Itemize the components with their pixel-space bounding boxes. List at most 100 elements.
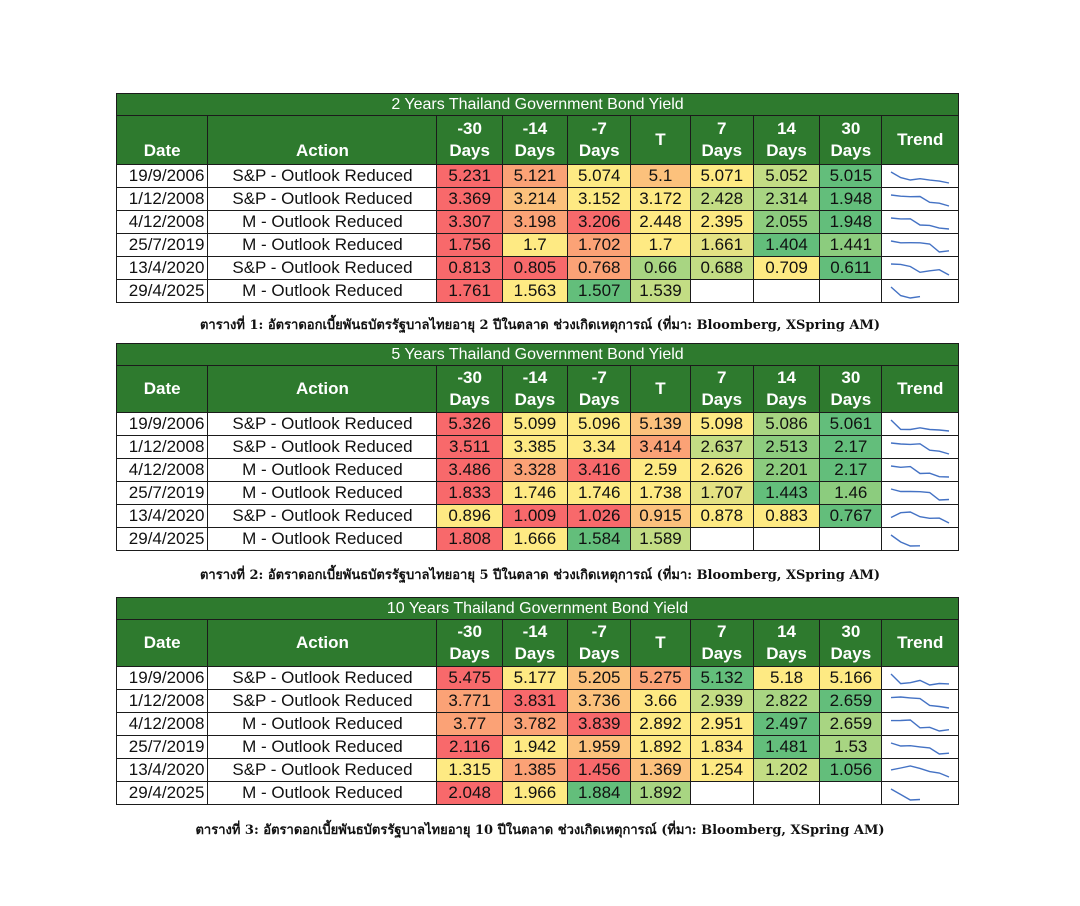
yield-cell: 1.369 [630, 758, 691, 782]
bond-yield-table: 5 Years Thailand Government Bond Yield Da… [115, 343, 959, 551]
yield-cell [752, 781, 821, 805]
yield-cell: 3.66 [630, 689, 691, 713]
column-header: Action [207, 365, 438, 413]
yield-cell: 2.395 [689, 210, 754, 234]
sparkline-line [890, 510, 950, 524]
date-cell: 1/12/2008 [115, 187, 209, 211]
yield-cell: 3.416 [567, 458, 632, 482]
sparkline-chart [891, 216, 950, 230]
sparkline-chart [890, 170, 950, 184]
yield-cell: 5.205 [567, 666, 632, 690]
table-row: 13/4/2020 S&P - Outlook Reduced 1.315 1.385… [115, 758, 959, 782]
trend-sparkline [881, 758, 959, 782]
yield-cell: 1.892 [630, 781, 691, 805]
sparkline-line [891, 487, 950, 501]
yield-cell: 1.539 [630, 279, 691, 303]
yield-table-1: 2 Years Thailand Government Bond Yield Da… [115, 93, 959, 303]
sparkline-line [891, 262, 950, 276]
yield-cell: 5.275 [630, 666, 691, 690]
table-row: 1/12/2008 S&P - Outlook Reduced 3.511 3.385… [115, 435, 959, 459]
trend-sparkline [881, 164, 959, 188]
yield-cell: 1.385 [501, 758, 569, 782]
action-cell: S&P - Outlook Reduced [207, 412, 438, 436]
yield-cell: 1.942 [501, 735, 569, 759]
yield-cell: 1.738 [630, 481, 691, 505]
date-cell: 1/12/2008 [115, 689, 209, 713]
yield-cell: 2.201 [752, 458, 821, 482]
yield-cell: 1.884 [567, 781, 632, 805]
table-row: 19/9/2006 S&P - Outlook Reduced 5.231 5.121… [115, 164, 959, 188]
yield-cell: 1.46 [819, 481, 883, 505]
action-cell: S&P - Outlook Reduced [207, 187, 438, 211]
yield-cell: 1.661 [689, 233, 754, 257]
column-header: -30 Days [436, 115, 503, 165]
yield-cell [819, 527, 883, 551]
yield-cell: 3.839 [567, 712, 632, 736]
date-cell: 4/12/2008 [115, 210, 209, 234]
table-row: 13/4/2020 S&P - Outlook Reduced 0.813 0.805… [115, 256, 959, 280]
yield-cell: 1.834 [689, 735, 754, 759]
yield-cell: 1.584 [567, 527, 632, 551]
table-title: 2 Years Thailand Government Bond Yield [116, 93, 959, 116]
trend-sparkline [881, 666, 959, 690]
yield-cell: 5.132 [689, 666, 754, 690]
yield-cell: 5.098 [689, 412, 754, 436]
column-header: Trend [881, 115, 959, 165]
column-header: Action [207, 115, 438, 165]
yield-cell: 5.139 [630, 412, 691, 436]
yield-cell: 5.18 [752, 666, 821, 690]
yield-cell: 3.307 [436, 210, 503, 234]
yield-cell [752, 279, 821, 303]
yield-cell [819, 279, 883, 303]
table-row: 25/7/2019 M - Outlook Reduced 1.756 1.7 1.70… [115, 233, 959, 257]
trend-sparkline [881, 689, 959, 713]
yield-cell: 1.589 [630, 527, 691, 551]
sparkline-line [891, 239, 950, 253]
yield-cell: 2.17 [819, 435, 883, 459]
column-header: Date [115, 619, 209, 667]
yield-cell: 2.314 [752, 187, 821, 211]
action-cell: M - Outlook Reduced [207, 458, 438, 482]
sparkline-chart [891, 695, 950, 709]
sparkline-chart [890, 510, 950, 524]
column-header: Trend [881, 619, 959, 667]
yield-cell: 1.026 [567, 504, 632, 528]
date-cell: 19/9/2006 [115, 164, 209, 188]
date-cell: 19/9/2006 [115, 412, 209, 436]
sparkline-line [891, 464, 950, 478]
table-row: 19/9/2006 S&P - Outlook Reduced 5.475 5.177… [115, 666, 959, 690]
yield-cell: 3.152 [567, 187, 632, 211]
yield-cell: 0.915 [630, 504, 691, 528]
table-title: 10 Years Thailand Government Bond Yield [116, 597, 959, 620]
yield-cell: 3.771 [436, 689, 503, 713]
date-cell: 13/4/2020 [115, 758, 209, 782]
column-header: T [630, 619, 691, 667]
yield-cell: 3.328 [501, 458, 569, 482]
trend-sparkline [881, 256, 959, 280]
yield-cell: 3.486 [436, 458, 503, 482]
yield-cell: 1.7 [630, 233, 691, 257]
yield-cell: 5.231 [436, 164, 503, 188]
action-cell: S&P - Outlook Reduced [207, 164, 438, 188]
table-row: 19/9/2006 S&P - Outlook Reduced 5.326 5.099… [115, 412, 959, 436]
yield-cell: 3.206 [567, 210, 632, 234]
column-header: 7 Days [689, 619, 754, 667]
yield-cell: 1.441 [819, 233, 883, 257]
column-header: 30 Days [819, 619, 883, 667]
date-cell: 1/12/2008 [115, 435, 209, 459]
yield-table-3: 10 Years Thailand Government Bond Yield D… [115, 597, 959, 805]
yield-cell: 1.833 [436, 481, 503, 505]
yield-cell: 3.77 [436, 712, 503, 736]
yield-cell: 1.456 [567, 758, 632, 782]
bond-yield-table: 10 Years Thailand Government Bond Yield D… [115, 597, 959, 805]
date-cell: 25/7/2019 [115, 233, 209, 257]
yield-cell: 2.822 [752, 689, 821, 713]
table-title: 5 Years Thailand Government Bond Yield [116, 343, 959, 366]
yield-cell: 2.659 [819, 712, 883, 736]
yield-cell: 5.166 [819, 666, 883, 690]
trend-sparkline [881, 712, 959, 736]
yield-cell: 1.315 [436, 758, 503, 782]
yield-cell: 1.202 [752, 758, 821, 782]
trend-sparkline [881, 781, 959, 805]
sparkline-line [891, 216, 950, 230]
